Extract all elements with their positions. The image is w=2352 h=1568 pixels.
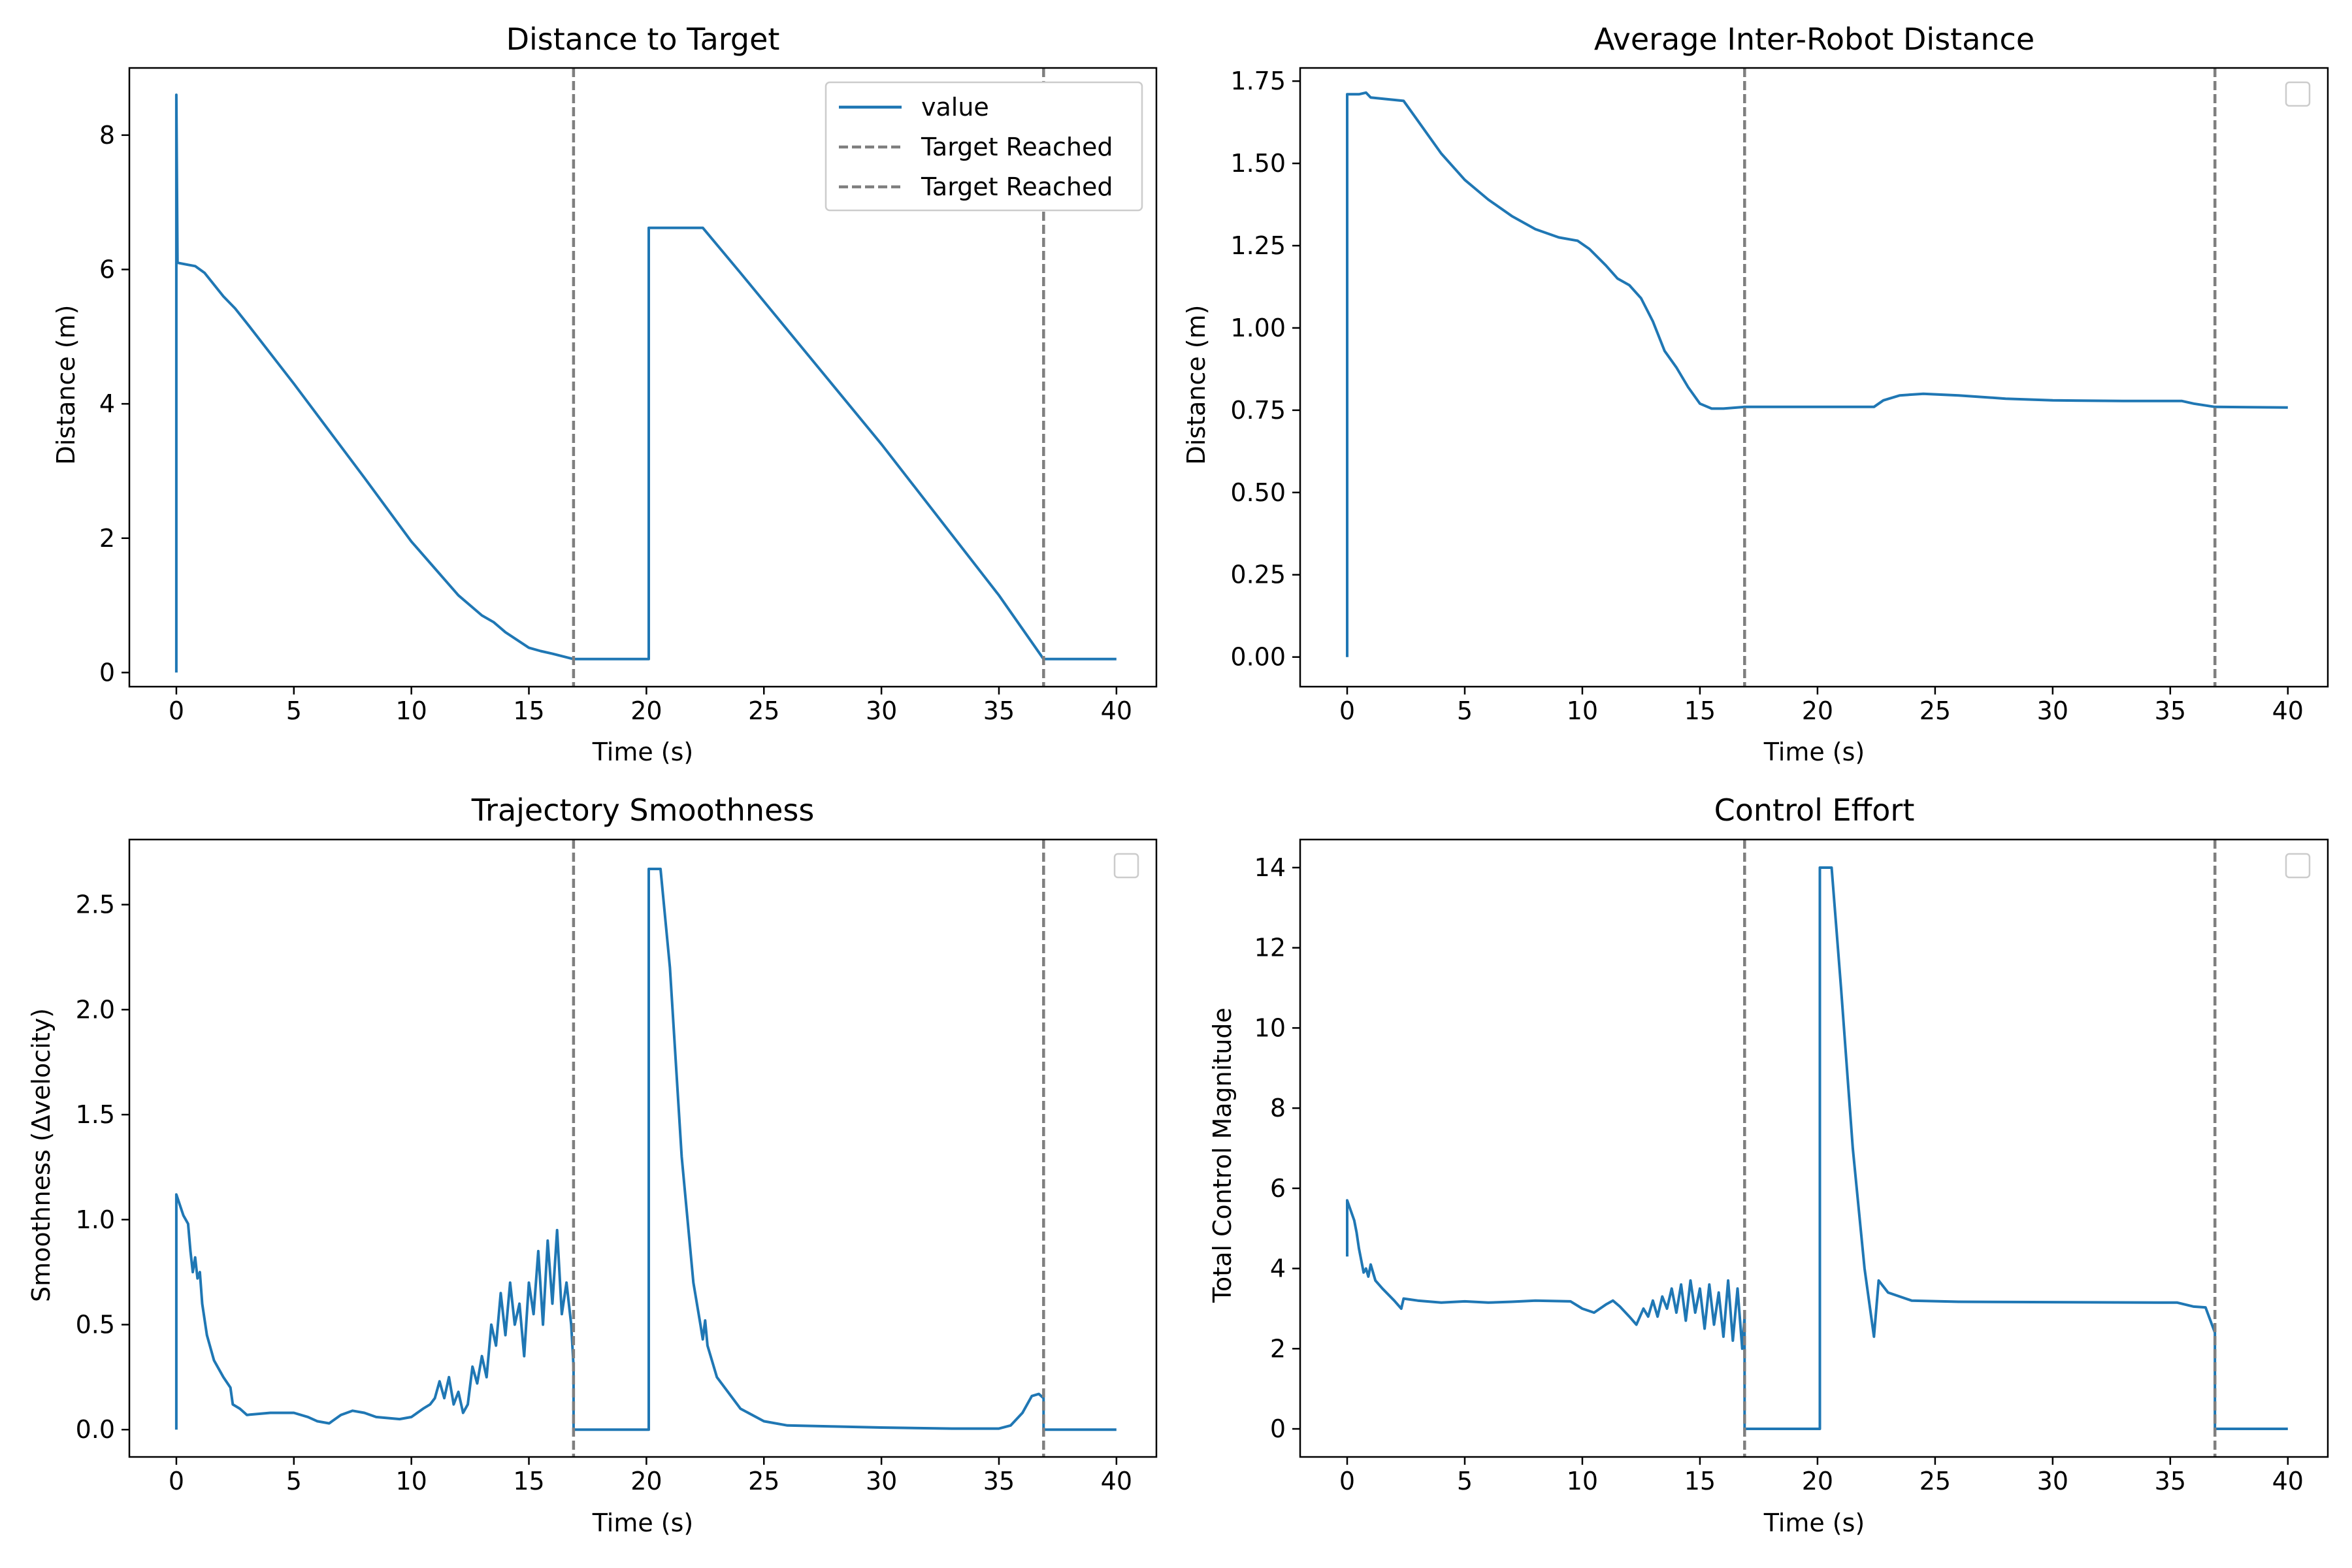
x-tick-label: 25	[748, 696, 779, 725]
x-tick-label: 20	[1802, 696, 1833, 725]
series-line-value	[1346, 91, 2288, 657]
y-tick-label: 2	[1270, 1334, 1286, 1363]
x-tick-label: 0	[169, 1467, 184, 1495]
legend-label: value	[921, 93, 989, 122]
x-tick-label: 15	[1684, 1467, 1716, 1495]
x-tick-label: 40	[1101, 696, 1132, 725]
x-tick-label: 30	[866, 1467, 897, 1495]
y-tick-label: 6	[1270, 1174, 1286, 1203]
y-tick-label: 0.00	[1230, 643, 1286, 672]
y-tick-label: 14	[1254, 853, 1286, 882]
axes-frame	[1299, 838, 2329, 1458]
y-tick-label: 0	[99, 658, 115, 687]
y-axis-label: Total Control Magnitude	[1208, 1007, 1237, 1303]
x-tick-label: 35	[983, 696, 1015, 725]
x-tick-label: 20	[630, 696, 662, 725]
chart-title: Trajectory Smoothness	[471, 792, 815, 828]
x-tick-label: 20	[630, 1467, 662, 1495]
y-tick-label: 8	[99, 121, 115, 150]
y-tick-label: 0	[1270, 1414, 1286, 1443]
y-axis-label: Distance (m)	[52, 305, 80, 465]
x-tick-label: 10	[1567, 696, 1598, 725]
x-tick-label: 35	[2155, 696, 2186, 725]
x-tick-label: 40	[2272, 1467, 2304, 1495]
axes-frame	[128, 838, 1158, 1458]
axes-frame	[128, 67, 1158, 688]
x-tick-label: 40	[1101, 1467, 1132, 1495]
x-axis-label: Time (s)	[1763, 738, 1865, 766]
y-tick-label: 1.25	[1230, 231, 1286, 260]
y-tick-label: 8	[1270, 1094, 1286, 1122]
x-tick-label: 5	[286, 696, 302, 725]
y-tick-label: 1.75	[1230, 67, 1286, 95]
x-tick-label: 0	[1339, 696, 1355, 725]
y-tick-label: 4	[1270, 1254, 1286, 1283]
y-tick-label: 0.50	[1230, 478, 1286, 507]
x-tick-label: 5	[1457, 696, 1473, 725]
x-tick-label: 0	[1339, 1467, 1355, 1495]
x-tick-label: 15	[513, 696, 544, 725]
x-tick-label: 10	[1567, 1467, 1598, 1495]
y-tick-label: 12	[1254, 934, 1286, 962]
legend-label: Target Reached	[921, 172, 1113, 201]
y-axis-label: Distance (m)	[1182, 305, 1211, 465]
x-tick-label: 25	[1919, 1467, 1951, 1495]
y-tick-label: 0.75	[1230, 396, 1286, 425]
legend-box	[2285, 81, 2311, 107]
y-tick-label: 2.5	[76, 890, 115, 919]
chart-title: Average Inter-Robot Distance	[1594, 22, 2034, 57]
legend-box	[1113, 853, 1139, 879]
x-tick-label: 15	[513, 1467, 544, 1495]
x-tick-label: 20	[1802, 1467, 1833, 1495]
y-tick-label: 2	[99, 524, 115, 553]
y-tick-label: 1.50	[1230, 149, 1286, 178]
y-tick-label: 1.5	[76, 1100, 115, 1129]
x-tick-label: 10	[395, 1467, 427, 1495]
y-tick-label: 0.5	[76, 1311, 115, 1339]
x-tick-label: 10	[395, 696, 427, 725]
legend-label: Target Reached	[921, 133, 1113, 161]
x-tick-label: 5	[286, 1467, 302, 1495]
x-tick-label: 30	[2037, 696, 2068, 725]
legend-box	[2285, 853, 2311, 879]
x-tick-label: 30	[866, 696, 897, 725]
series-line-value	[174, 93, 1117, 673]
x-tick-label: 35	[2155, 1467, 2186, 1495]
x-tick-label: 40	[2272, 696, 2304, 725]
chart-trajectory-smoothness: Trajectory Smoothness Time (s) Smoothnes…	[27, 792, 1158, 1537]
x-tick-label: 25	[1919, 696, 1951, 725]
x-axis-label: Time (s)	[1763, 1509, 1865, 1537]
x-tick-label: 30	[2037, 1467, 2068, 1495]
x-tick-label: 35	[983, 1467, 1015, 1495]
y-tick-label: 6	[99, 255, 115, 284]
x-tick-label: 5	[1457, 1467, 1473, 1495]
chart-average-inter-robot-distance: Average Inter-Robot Distance Time (s) Di…	[1182, 22, 2329, 766]
chart-title: Distance to Target	[506, 22, 780, 57]
y-tick-label: 2.0	[76, 995, 115, 1024]
y-tick-label: 0.0	[76, 1415, 115, 1444]
x-axis-label: Time (s)	[592, 738, 694, 766]
y-tick-label: 10	[1254, 1013, 1286, 1042]
chart-distance-to-target: Distance to Target Time (s) Distance (m)…	[52, 22, 1158, 766]
y-tick-label: 1.0	[76, 1205, 115, 1234]
chart-control-effort: Control Effort Time (s) Total Control Ma…	[1208, 792, 2329, 1537]
chart-title: Control Effort	[1714, 792, 1915, 828]
series-line-value	[174, 868, 1117, 1431]
x-tick-label: 25	[748, 1467, 779, 1495]
series-line-value	[1346, 866, 2288, 1430]
x-tick-label: 15	[1684, 696, 1716, 725]
y-tick-label: 4	[99, 389, 115, 418]
axes-frame	[1299, 67, 2329, 688]
y-tick-label: 0.25	[1230, 561, 1286, 589]
x-tick-label: 0	[169, 696, 184, 725]
legend-box	[825, 81, 1143, 212]
y-axis-label: Smoothness (Δvelocity)	[27, 1008, 56, 1302]
x-axis-label: Time (s)	[592, 1509, 694, 1537]
y-tick-label: 1.00	[1230, 314, 1286, 342]
